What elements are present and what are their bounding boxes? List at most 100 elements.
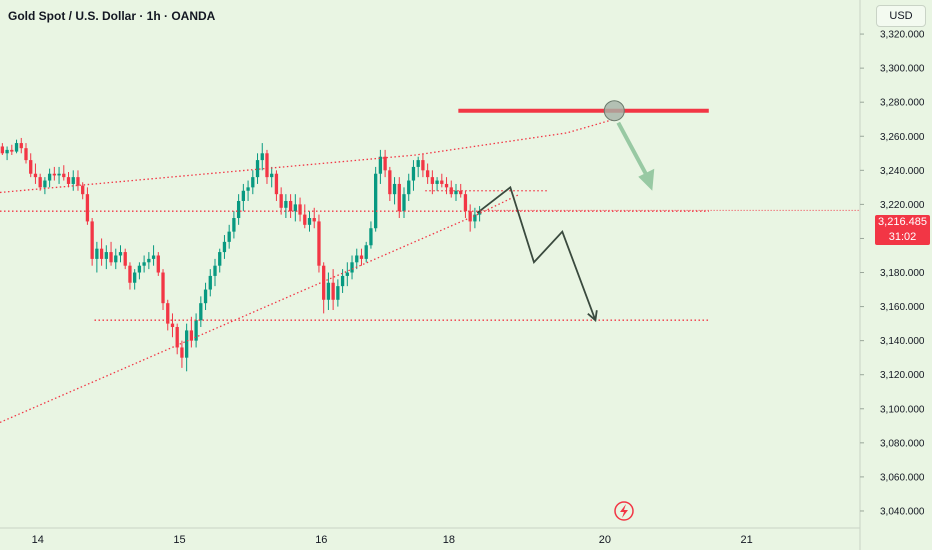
y-tick-label: 3,280.000: [880, 98, 925, 109]
candle-body: [109, 252, 113, 263]
candle-body: [251, 177, 255, 188]
reaction-arrow-shaft: [616, 121, 649, 176]
projection-path: [476, 185, 597, 321]
trend-line: [0, 118, 615, 194]
candle-body: [236, 200, 241, 219]
y-tick-label: 3,220.000: [880, 200, 925, 211]
candle-body: [298, 204, 302, 215]
currency-button[interactable]: USD: [876, 5, 926, 27]
candle-body: [29, 160, 33, 174]
candle-body: [435, 180, 439, 184]
candle-body: [76, 177, 80, 186]
candle-body: [52, 173, 56, 176]
candle-body: [175, 327, 179, 348]
candle-body: [156, 255, 160, 273]
x-tick-label: 14: [32, 534, 44, 546]
candle-body: [274, 173, 279, 195]
candle-body: [218, 252, 222, 266]
candle-body: [232, 218, 236, 232]
candle-body: [340, 275, 345, 287]
candle-body: [317, 221, 321, 266]
candle-body: [388, 170, 392, 195]
last-price-value: 3,216.485: [878, 216, 927, 228]
candle-body: [397, 183, 401, 212]
candle-body: [184, 330, 189, 358]
candle-body: [350, 262, 354, 273]
candle-body: [392, 183, 397, 195]
lightning-icon-ring: [614, 501, 634, 521]
candle-body: [265, 153, 269, 178]
y-tick-label: 3,120.000: [880, 370, 925, 381]
y-tick-label: 3,240.000: [880, 166, 925, 177]
candle-body: [137, 265, 142, 273]
candle-body: [118, 252, 123, 256]
candle-body: [473, 214, 477, 222]
candle-body: [449, 187, 453, 195]
y-tick-label: 3,040.000: [880, 506, 925, 517]
y-tick-label: 3,160.000: [880, 302, 925, 313]
candle-body: [99, 248, 104, 259]
candle-body: [322, 265, 326, 300]
candle-body: [66, 177, 71, 184]
chart-title: Gold Spot / U.S. Dollar · 1h · OANDA: [8, 9, 216, 23]
candle-body: [345, 272, 349, 276]
candle-body: [180, 347, 184, 358]
candle-body: [213, 265, 217, 276]
candle-body: [440, 180, 444, 184]
candle-body: [142, 262, 146, 266]
candle-body: [421, 160, 425, 171]
candle-body: [14, 143, 19, 152]
lightning-icon-bolt: [620, 504, 628, 518]
candles-group: [0, 137, 482, 372]
candle-body: [383, 156, 387, 171]
last-price-badge: 3,216.485 31:02: [875, 215, 930, 245]
candle-body: [194, 320, 198, 341]
candle-body: [246, 187, 250, 191]
y-tick-label: 3,060.000: [880, 472, 925, 483]
candle-body: [402, 194, 406, 212]
candle-body: [123, 252, 127, 266]
candle-body: [284, 200, 288, 208]
x-tick-label: 20: [599, 534, 611, 546]
candle-body: [38, 177, 42, 188]
projection-arrowhead: [587, 310, 598, 322]
candle-body: [312, 218, 316, 222]
candle-body: [364, 245, 368, 259]
candle-body: [71, 177, 75, 184]
candle-body: [463, 194, 468, 212]
candle-body: [57, 173, 61, 176]
candle-body: [161, 272, 165, 304]
candle-body: [81, 185, 85, 195]
candle-body: [104, 252, 108, 259]
candle-body: [90, 221, 94, 259]
candle-body: [227, 231, 231, 242]
x-tick-label: 15: [173, 534, 185, 546]
candle-body: [10, 149, 14, 152]
candle-body: [203, 289, 208, 304]
candle-body: [336, 286, 340, 300]
x-tick-label: 18: [443, 534, 455, 546]
target-marker: [603, 100, 625, 122]
candle-body: [355, 255, 359, 263]
candle-body: [260, 153, 264, 161]
y-tick-label: 3,100.000: [880, 404, 925, 415]
candle-body: [128, 265, 132, 283]
candle-body: [85, 194, 90, 222]
candle-body: [374, 173, 378, 229]
candle-body: [133, 272, 137, 283]
y-tick-label: 3,080.000: [880, 438, 925, 449]
reaction-arrow-head: [638, 168, 655, 191]
candle-body: [293, 204, 297, 212]
candle-body: [477, 211, 482, 215]
candle-body: [95, 248, 99, 259]
candle-body: [47, 173, 52, 181]
candle-body: [33, 173, 38, 178]
candle-body: [151, 255, 156, 259]
candle-body: [279, 194, 283, 208]
candle-body: [326, 282, 331, 300]
x-tick-label: 16: [315, 534, 327, 546]
candle-body: [331, 282, 335, 300]
candle-body: [147, 258, 151, 263]
